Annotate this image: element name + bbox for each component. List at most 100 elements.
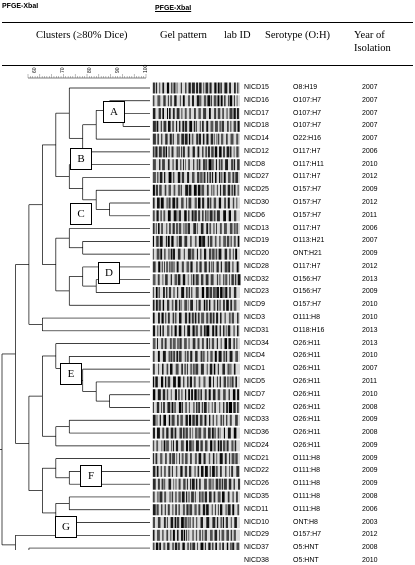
- gel-lane: [152, 427, 240, 439]
- row-year: 2010: [362, 390, 378, 398]
- row-year: 2010: [362, 314, 378, 322]
- row-year: 2009: [362, 480, 378, 488]
- row-year: 2012: [362, 262, 378, 270]
- row-serotype: O117:H7: [293, 262, 321, 270]
- row-serotype: O117:H7: [293, 224, 321, 232]
- header-clusters: Clusters (≥80% Dice): [36, 30, 128, 41]
- row-serotype: ONT:H8: [293, 518, 318, 526]
- gel-lane: [152, 478, 241, 490]
- gel-lane: [152, 133, 240, 145]
- gel-lane: [152, 453, 240, 465]
- gel-lane: [152, 402, 240, 413]
- row-year: 2010: [362, 301, 378, 309]
- row-year: 2012: [362, 199, 378, 207]
- row-year: 2007: [362, 237, 378, 245]
- gel-lane: [152, 120, 240, 132]
- row-lab-id: NICD33: [244, 416, 269, 424]
- row-lab-id: NICD28: [244, 262, 269, 270]
- row-year: 2010: [362, 352, 378, 360]
- row-serotype: O26:H11: [293, 339, 321, 347]
- row-serotype: O26:H11: [293, 441, 321, 449]
- gel-lane: [152, 414, 240, 426]
- gel-lane: [152, 274, 241, 286]
- row-lab-id: NICD8: [244, 160, 266, 168]
- row-year: 2007: [362, 96, 378, 104]
- gel-lane: [152, 517, 240, 529]
- row-year: 2008: [362, 544, 378, 552]
- row-year: 2008: [362, 403, 378, 411]
- row-lab-id: NICD6: [244, 211, 266, 219]
- gel-lane: [152, 542, 240, 550]
- cluster-label: F: [80, 465, 102, 487]
- row-lab-id: NICD37: [244, 544, 269, 552]
- row-lab-id: NICD24: [244, 441, 269, 449]
- row-year: 2009: [362, 454, 378, 462]
- cluster-label: D: [98, 262, 120, 284]
- gel-lane: [152, 338, 240, 350]
- row-lab-id: NICD5: [244, 377, 266, 385]
- row-year: 2007: [362, 365, 378, 373]
- pfge-label-left: PFGE-XbaI: [2, 3, 39, 10]
- row-lab-id: NICD17: [244, 109, 269, 117]
- row-serotype: O26:H11: [293, 365, 321, 373]
- row-serotype: O26:H11: [293, 377, 321, 385]
- gel-lane: [152, 529, 240, 541]
- gel-lane: [152, 184, 240, 196]
- gel-lane: [152, 171, 240, 183]
- row-year: 2007: [362, 122, 378, 130]
- row-year: 2008: [362, 429, 378, 437]
- gel-lane: [152, 299, 240, 311]
- row-serotype: O111:H8: [293, 480, 320, 488]
- header-gel-pattern: Gel pattern: [160, 30, 207, 41]
- row-serotype: O111:H8: [293, 505, 320, 513]
- row-lab-id: NICD27: [244, 173, 269, 181]
- row-lab-id: NICD14: [244, 135, 269, 143]
- gel-lane: [152, 223, 240, 235]
- gel-lane: [152, 235, 240, 247]
- row-lab-id: NICD32: [244, 275, 269, 283]
- table-header: Clusters (≥80% Dice) Gel pattern lab ID …: [2, 22, 413, 66]
- isolate-rows: NICD15 O8:H19 2007 NICD16 O107:H7 2007 NICD17 O…: [244, 84, 378, 564]
- row-serotype: O157:H7: [293, 211, 322, 219]
- row-serotype: O26:H11: [293, 403, 321, 411]
- row-lab-id: NICD18: [244, 122, 269, 130]
- row-lab-id: NICD20: [244, 250, 269, 258]
- row-year: 2013: [362, 339, 378, 347]
- row-serotype: O107:H7: [293, 96, 322, 104]
- row-year: 2009: [362, 288, 378, 296]
- gel-lane: [152, 82, 240, 94]
- row-lab-id: NICD23: [244, 288, 269, 296]
- row-year: 2007: [362, 109, 378, 117]
- row-year: 2007: [362, 84, 378, 91]
- gel-lane: [152, 504, 240, 516]
- row-serotype: O156:H7: [293, 288, 322, 296]
- row-serotype: O156:H7: [293, 275, 322, 283]
- gel-lane: [152, 286, 240, 298]
- row-serotype: O26:H11: [293, 390, 321, 398]
- gel-lane: [152, 376, 240, 388]
- row-serotype: O111:H8: [293, 492, 320, 500]
- gel-lane: [152, 248, 240, 260]
- row-serotype: O117:H7: [293, 173, 321, 181]
- row-lab-id: NICD29: [244, 531, 269, 539]
- row-serotype: O111:H8: [293, 314, 320, 322]
- row-lab-id: NICD30: [244, 199, 269, 207]
- row-lab-id: NICD3: [244, 314, 266, 322]
- row-lab-id: NICD1: [244, 365, 266, 373]
- row-serotype: O107:H7: [293, 122, 322, 130]
- row-year: 2012: [362, 173, 378, 181]
- cluster-label: B: [70, 148, 92, 170]
- row-lab-id: NICD12: [244, 147, 269, 155]
- row-lab-id: NICD26: [244, 480, 269, 488]
- row-lab-id: NICD22: [244, 467, 269, 475]
- gel-lane: [152, 363, 240, 375]
- row-year: 2009: [362, 467, 378, 475]
- row-lab-id: NICD31: [244, 326, 269, 334]
- row-serotype: O8:H19: [293, 84, 318, 91]
- row-year: 2003: [362, 518, 378, 526]
- gel-lane: [152, 312, 240, 324]
- row-year: 2010: [362, 160, 378, 168]
- row-lab-id: NICD21: [244, 454, 269, 462]
- row-year: 2008: [362, 492, 378, 500]
- row-year: 2009: [362, 416, 378, 424]
